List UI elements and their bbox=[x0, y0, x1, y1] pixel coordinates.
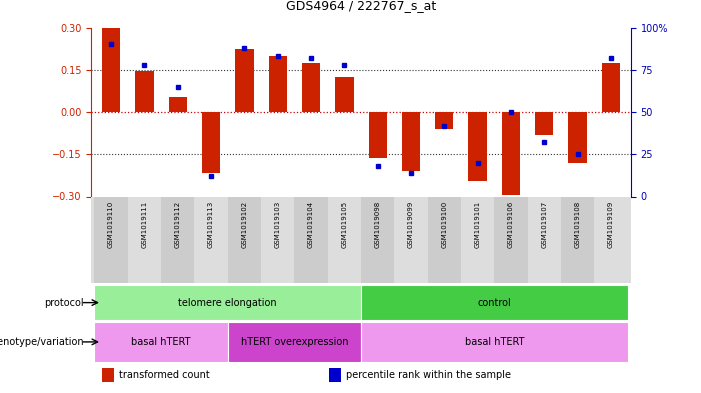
Text: percentile rank within the sample: percentile rank within the sample bbox=[346, 370, 511, 380]
Bar bbox=[361, 285, 627, 320]
Bar bbox=[327, 196, 361, 283]
Bar bbox=[169, 97, 187, 112]
Bar bbox=[95, 196, 128, 283]
Text: control: control bbox=[477, 298, 511, 308]
Text: GSM1019104: GSM1019104 bbox=[308, 201, 314, 248]
Bar bbox=[569, 112, 587, 163]
Text: GSM1019110: GSM1019110 bbox=[108, 201, 114, 248]
Bar bbox=[369, 112, 387, 158]
Text: GSM1019106: GSM1019106 bbox=[508, 201, 514, 248]
Bar bbox=[95, 285, 361, 320]
Text: GSM1019103: GSM1019103 bbox=[275, 201, 280, 248]
Bar bbox=[228, 322, 361, 362]
Bar bbox=[468, 112, 486, 181]
Bar bbox=[494, 196, 528, 283]
Bar bbox=[361, 196, 395, 283]
Text: hTERT overexpression: hTERT overexpression bbox=[240, 337, 348, 347]
Bar bbox=[102, 369, 114, 382]
Bar bbox=[601, 63, 620, 112]
Text: basal hTERT: basal hTERT bbox=[465, 337, 524, 347]
Bar bbox=[561, 196, 594, 283]
Text: GSM1019108: GSM1019108 bbox=[575, 201, 580, 248]
Bar bbox=[594, 196, 627, 283]
Text: GDS4964 / 222767_s_at: GDS4964 / 222767_s_at bbox=[286, 0, 436, 12]
Text: GSM1019098: GSM1019098 bbox=[374, 201, 381, 248]
Bar bbox=[102, 28, 121, 112]
Bar bbox=[461, 196, 494, 283]
Bar bbox=[95, 322, 228, 362]
Bar bbox=[294, 196, 327, 283]
Text: GSM1019112: GSM1019112 bbox=[175, 201, 181, 248]
Text: telomere elongation: telomere elongation bbox=[179, 298, 277, 308]
Text: GSM1019107: GSM1019107 bbox=[541, 201, 547, 248]
Bar bbox=[194, 196, 228, 283]
Text: GSM1019111: GSM1019111 bbox=[142, 201, 147, 248]
Text: basal hTERT: basal hTERT bbox=[131, 337, 191, 347]
Bar bbox=[135, 71, 154, 112]
Bar bbox=[329, 369, 341, 382]
Text: protocol: protocol bbox=[44, 298, 84, 308]
Bar bbox=[502, 112, 520, 195]
Bar bbox=[268, 56, 287, 112]
Text: GSM1019099: GSM1019099 bbox=[408, 201, 414, 248]
Bar bbox=[528, 196, 561, 283]
Bar bbox=[395, 196, 428, 283]
Text: GSM1019105: GSM1019105 bbox=[341, 201, 348, 248]
Bar bbox=[261, 196, 294, 283]
Text: GSM1019113: GSM1019113 bbox=[208, 201, 214, 248]
Bar bbox=[361, 322, 627, 362]
Text: GSM1019109: GSM1019109 bbox=[608, 201, 614, 248]
Bar bbox=[202, 112, 220, 173]
Text: GSM1019102: GSM1019102 bbox=[241, 201, 247, 248]
Bar bbox=[161, 196, 194, 283]
Bar bbox=[228, 196, 261, 283]
Bar bbox=[402, 112, 420, 171]
Bar bbox=[335, 77, 353, 112]
Text: GSM1019101: GSM1019101 bbox=[475, 201, 481, 248]
Text: genotype/variation: genotype/variation bbox=[0, 337, 84, 347]
Text: transformed count: transformed count bbox=[119, 370, 210, 380]
Bar bbox=[236, 49, 254, 112]
Bar bbox=[128, 196, 161, 283]
Bar bbox=[302, 63, 320, 112]
Bar bbox=[535, 112, 553, 134]
Bar bbox=[435, 112, 454, 129]
Bar bbox=[428, 196, 461, 283]
Text: GSM1019100: GSM1019100 bbox=[442, 201, 447, 248]
